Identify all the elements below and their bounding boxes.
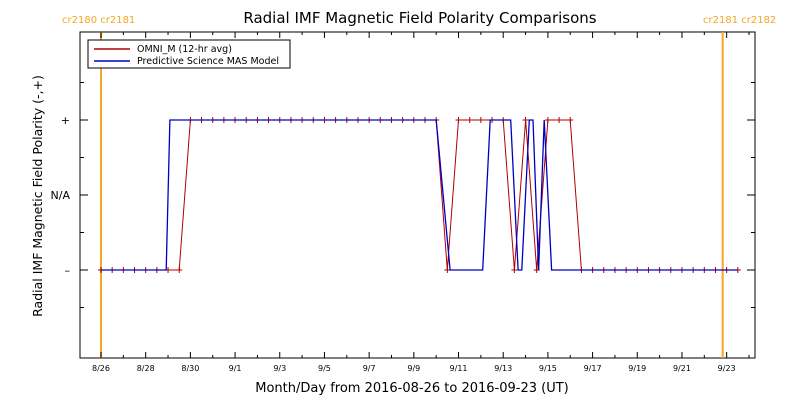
omni-data-point — [466, 117, 473, 123]
x-tick-label: 9/19 — [628, 364, 646, 373]
x-axis-label: Month/Day from 2016-08-26 to 2016-09-23 … — [255, 381, 568, 396]
omni-data-point — [176, 267, 183, 273]
x-tick-label: 9/21 — [673, 364, 691, 373]
omni-data-point — [522, 117, 529, 123]
legend-label-model: Predictive Science MAS Model — [137, 56, 279, 67]
x-tick-label: 9/15 — [539, 364, 557, 373]
omni-data-point — [544, 117, 551, 123]
omni-data-point — [511, 267, 518, 273]
chart-title: Radial IMF Magnetic Field Polarity Compa… — [243, 9, 596, 27]
legend-label-omni: OMNI_M (12-hr avg) — [137, 44, 232, 55]
x-tick-label: 9/5 — [318, 364, 331, 373]
y-tick-label: + — [61, 114, 70, 127]
x-tick-label: 9/7 — [363, 364, 376, 373]
legend-box — [87, 39, 291, 69]
y-axis-label: Radial IMF Magnetic Field Polarity (-,+) — [30, 75, 45, 317]
carrington-marker-label: cr2181 cr2182 — [703, 15, 776, 26]
carrington-marker-label: cr2180 cr2181 — [62, 15, 135, 26]
y-tick-label: – — [65, 264, 71, 277]
model-series-line — [101, 119, 738, 271]
x-tick-label: 9/13 — [494, 364, 512, 373]
x-tick-label: 8/26 — [92, 364, 110, 373]
x-tick-label: 8/30 — [181, 364, 199, 373]
x-tick-label: 9/3 — [273, 364, 286, 373]
x-tick-label: 9/1 — [229, 364, 242, 373]
legend: OMNI_M (12-hr avg) Predictive Science MA… — [87, 39, 291, 69]
omni-data-point — [477, 117, 484, 123]
x-tick-label: 8/28 — [137, 364, 155, 373]
x-tick-label: 9/23 — [718, 364, 736, 373]
omni-data-point — [556, 117, 563, 123]
y-tick-label: N/A — [51, 189, 71, 202]
omni-data-point — [567, 117, 574, 123]
omni-data-point — [455, 117, 462, 123]
x-tick-label: 9/11 — [450, 364, 468, 373]
x-tick-label: 9/17 — [584, 364, 602, 373]
omni-data-point — [444, 267, 451, 273]
x-tick-label: 9/9 — [407, 364, 420, 373]
